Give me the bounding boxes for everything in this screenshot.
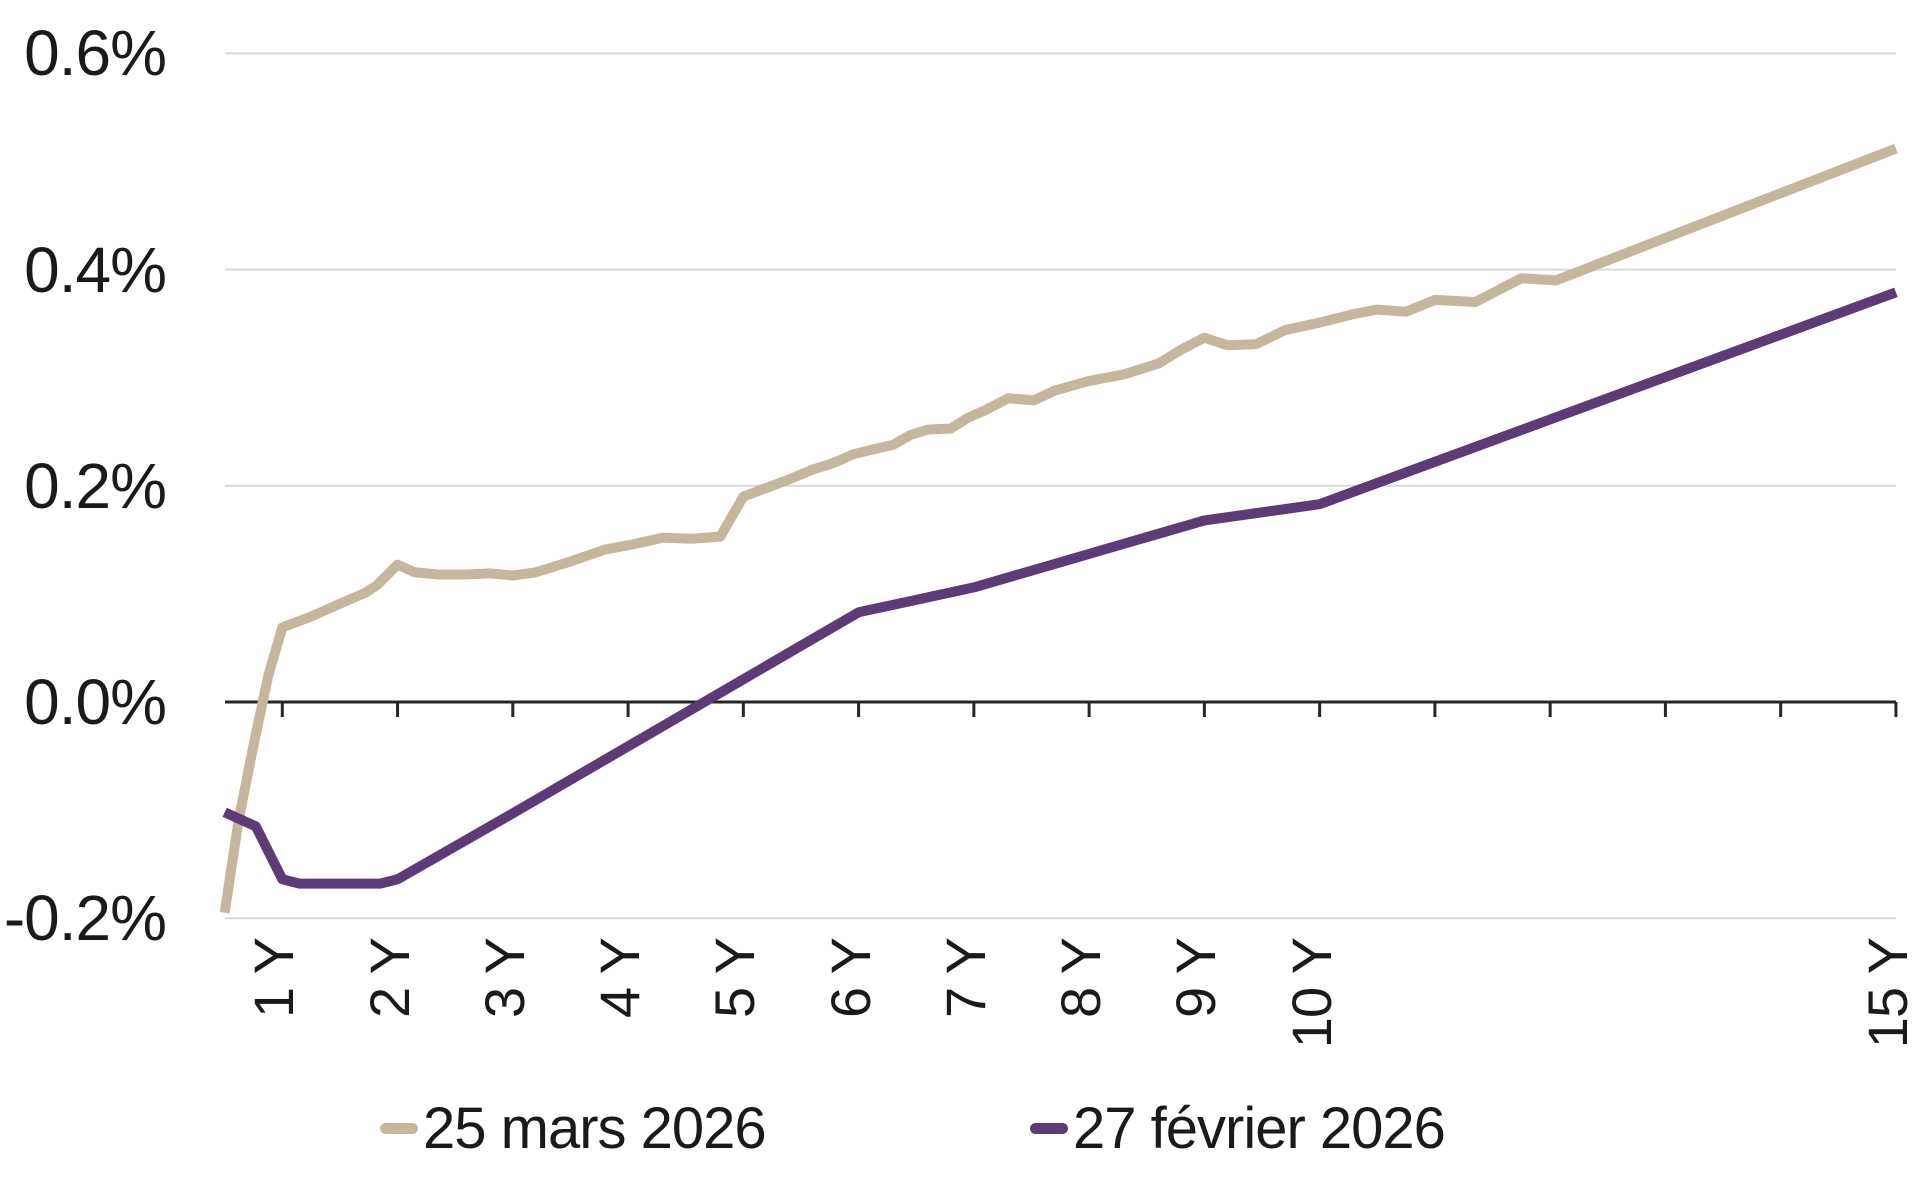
y-axis-label-0.0%: 0.0% [24,666,167,738]
series-line-25-mars-2026 [219,143,1898,914]
series-line-27-f-vrier-2026 [222,287,1898,889]
legend-swatch-27-fevrier-2026 [1030,1122,1068,1134]
legend-label-27-fevrier-2026: 27 février 2026 [1073,1095,1446,1161]
y-axis-label--0.2%: -0.2% [3,882,167,955]
legend: 25 mars 2026 27 février 2026 [0,1088,1920,1168]
y-axis-label-0.6%: 0.6% [24,17,167,90]
y-axis-label-0.2%: 0.2% [24,449,167,522]
legend-label-25-mars-2026: 25 mars 2026 [423,1095,767,1161]
legend-entry-25-mars-2026: 25 mars 2026 [380,1088,767,1168]
y-axis-label-0.4%: 0.4% [24,233,167,306]
legend-entry-27-fevrier-2026: 27 février 2026 [1030,1088,1446,1168]
legend-swatch-25-mars-2026 [380,1122,418,1134]
